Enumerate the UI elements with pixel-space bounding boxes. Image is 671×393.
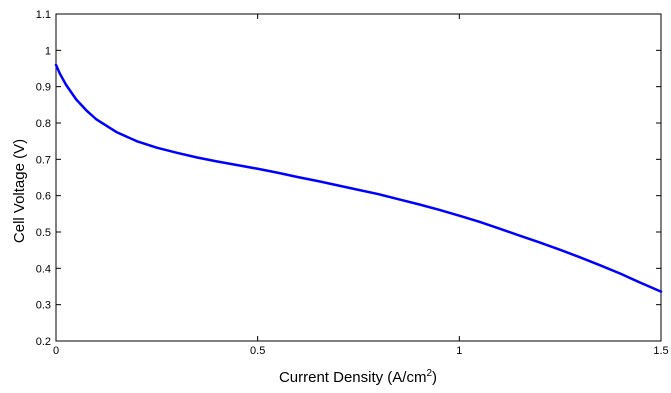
series-line	[54, 63, 663, 293]
x-tick-label: 1.5	[653, 345, 668, 357]
y-axis-title: Cell Voltage (V)	[11, 139, 28, 243]
y-tick-label: 0.4	[36, 263, 51, 275]
y-tick-label: 1.1	[36, 9, 51, 21]
x-axis: 0 0.5 1 1.5	[53, 14, 669, 357]
plot-frame	[55, 13, 662, 342]
x-tick-label: 0.5	[250, 345, 265, 357]
x-tick-label: 1	[456, 345, 462, 357]
y-tick-label: 0.8	[36, 118, 51, 130]
y-axis: 0.2 0.3 0.4 0.5 0.6 0.7 0.8 0.9 1 1.1	[36, 9, 661, 348]
y-tick-label: 1	[45, 45, 51, 57]
y-tick-label: 0.5	[36, 227, 51, 239]
x-tick-label: 0	[53, 345, 59, 357]
y-tick-label: 0.9	[36, 82, 51, 94]
series-layer	[54, 63, 663, 293]
y-tick-label: 0.2	[36, 336, 51, 348]
x-axis-title: Current Density (A/cm2)	[279, 368, 437, 386]
plot-area	[55, 13, 662, 342]
x-axis-title-suffix: )	[432, 369, 437, 386]
y-tick-label: 0.3	[36, 300, 51, 312]
y-tick-label: 0.7	[36, 154, 51, 166]
y-tick-label: 0.6	[36, 191, 51, 203]
x-axis-title-superscript: 2	[426, 368, 432, 379]
x-axis-title-main: Current Density (A/cm	[279, 369, 427, 386]
